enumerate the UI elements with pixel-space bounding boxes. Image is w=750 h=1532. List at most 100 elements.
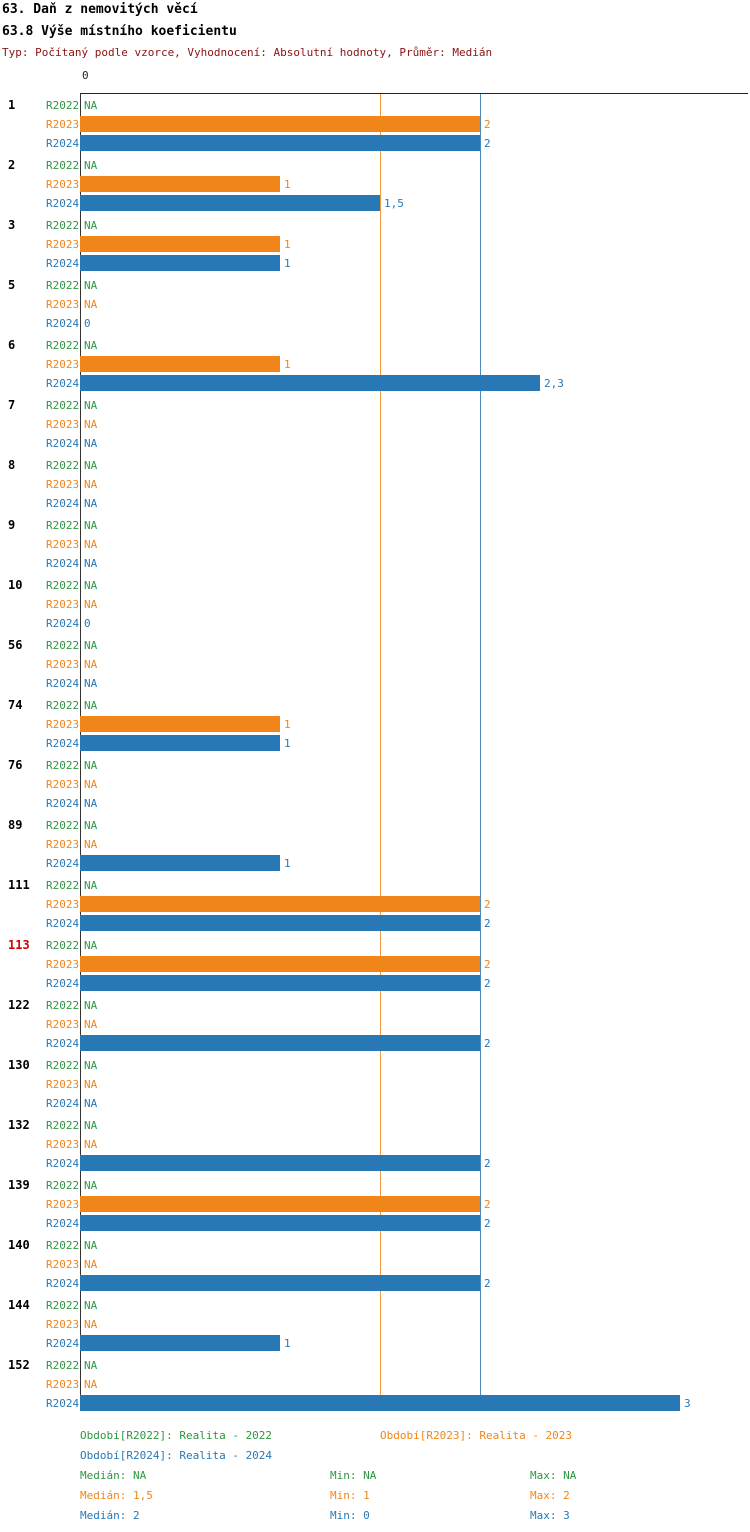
value-label: NA [84, 399, 98, 412]
chart-area: 1 R2022 NA R2023 2 R2024 2 2 R2022 NA R2023 1 R2024 1… [0, 93, 750, 1413]
chart-row: R2024 2 [0, 1214, 750, 1233]
series-label: R2024 [46, 737, 80, 750]
series-label: R2024 [46, 437, 80, 450]
value-label: NA [84, 1018, 98, 1031]
value-label: NA [84, 1059, 98, 1072]
legend-r2024: Období[R2024]: Realita - 2024 [80, 1449, 273, 1462]
series-label: R2023 [46, 1018, 80, 1031]
series-label: R2024 [46, 677, 80, 690]
chart-row: R2022 NA [0, 1296, 750, 1315]
series-label: R2023 [46, 1378, 80, 1391]
series-label: R2024 [46, 1037, 80, 1050]
chart-row: R2022 NA [0, 1056, 750, 1075]
stat-min-r2023: Min: 1 [330, 1489, 370, 1502]
value-label: 2 [484, 958, 491, 971]
chart-row: R2024 2 [0, 1034, 750, 1053]
value-label: NA [84, 1359, 98, 1372]
series-label: R2022 [46, 939, 80, 952]
chart-row: R2024 1,5 [0, 194, 750, 213]
value-label: 2 [484, 137, 491, 150]
chart-row: R2022 NA [0, 876, 750, 895]
value-label: NA [84, 1078, 98, 1091]
chart-row: R2022 NA [0, 336, 750, 355]
value-label: NA [84, 1258, 98, 1271]
chart-row: R2024 2,3 [0, 374, 750, 393]
series-label: R2024 [46, 797, 80, 810]
bar-r2023 [80, 236, 280, 252]
value-label: 1 [284, 358, 291, 371]
chart-row: R2022 NA [0, 936, 750, 955]
series-label: R2024 [46, 1277, 80, 1290]
chart-row: R2023 NA [0, 475, 750, 494]
page-title: 63. Daň z nemovitých věcí [2, 2, 198, 17]
group-id-label: 1 [8, 98, 16, 112]
series-label: R2023 [46, 718, 80, 731]
stat-max-r2022: Max: NA [530, 1469, 577, 1482]
group-id-label: 76 [8, 758, 23, 772]
series-label: R2022 [46, 1239, 80, 1252]
bar-r2024 [80, 1395, 680, 1411]
value-label: 0 [84, 617, 91, 630]
chart-row: R2022 NA [0, 1116, 750, 1135]
stat-min-r2022: Min: NA [330, 1469, 377, 1482]
group-id-label: 56 [8, 638, 23, 652]
group-id-label: 111 [8, 878, 30, 892]
x-axis-origin-label: 0 [82, 69, 89, 82]
value-label: NA [84, 759, 98, 772]
group-id-label: 74 [8, 698, 23, 712]
chart-row: R2022 NA [0, 516, 750, 535]
value-label: NA [84, 418, 98, 431]
bar-r2023 [80, 1196, 480, 1212]
series-label: R2022 [46, 159, 80, 172]
chart-row: R2023 NA [0, 595, 750, 614]
value-label: NA [84, 598, 98, 611]
series-label: R2022 [46, 459, 80, 472]
chart-row: R2023 NA [0, 415, 750, 434]
value-label: 1 [284, 857, 291, 870]
chart-row: R2023 1 [0, 175, 750, 194]
series-label: R2024 [46, 617, 80, 630]
value-label: 2 [484, 1157, 491, 1170]
value-label: 2 [484, 1277, 491, 1290]
bar-r2024 [80, 855, 280, 871]
chart-meta-line: Typ: Počítaný podle vzorce, Vyhodnocení:… [2, 46, 493, 59]
bar-r2023 [80, 716, 280, 732]
bar-r2024 [80, 975, 480, 991]
series-label: R2022 [46, 1299, 80, 1312]
value-label: 2 [484, 917, 491, 930]
value-label: 1 [284, 257, 291, 270]
group-id-label: 130 [8, 1058, 30, 1072]
chart-row: R2023 NA [0, 1075, 750, 1094]
value-label: NA [84, 478, 98, 491]
series-label: R2024 [46, 317, 80, 330]
group-id-label: 10 [8, 578, 23, 592]
chart-row: R2024 1 [0, 1334, 750, 1353]
value-label: NA [84, 1299, 98, 1312]
value-label: 2 [484, 1217, 491, 1230]
y-axis-line [80, 93, 81, 1411]
series-label: R2023 [46, 1258, 80, 1271]
chart-row: R2022 NA [0, 456, 750, 475]
group-id-label: 144 [8, 1298, 30, 1312]
value-label: 2 [484, 1198, 491, 1211]
value-label: NA [84, 819, 98, 832]
chart-row: R2023 NA [0, 1315, 750, 1334]
value-label: 1 [284, 238, 291, 251]
series-label: R2024 [46, 497, 80, 510]
value-label: NA [84, 999, 98, 1012]
group-id-label: 2 [8, 158, 16, 172]
series-label: R2024 [46, 377, 80, 390]
series-label: R2023 [46, 598, 80, 611]
gridline-r2023 [380, 93, 381, 1411]
chart-row: R2024 0 [0, 614, 750, 633]
chart-row: R2022 NA [0, 276, 750, 295]
value-label: NA [84, 699, 98, 712]
series-label: R2024 [46, 1157, 80, 1170]
chart-row: R2024 2 [0, 974, 750, 993]
bar-r2024 [80, 255, 280, 271]
gridline-r2024 [480, 93, 481, 1411]
value-label: NA [84, 1239, 98, 1252]
legend-r2023: Období[R2023]: Realita - 2023 [380, 1429, 573, 1442]
bar-r2024 [80, 1275, 480, 1291]
series-label: R2023 [46, 778, 80, 791]
